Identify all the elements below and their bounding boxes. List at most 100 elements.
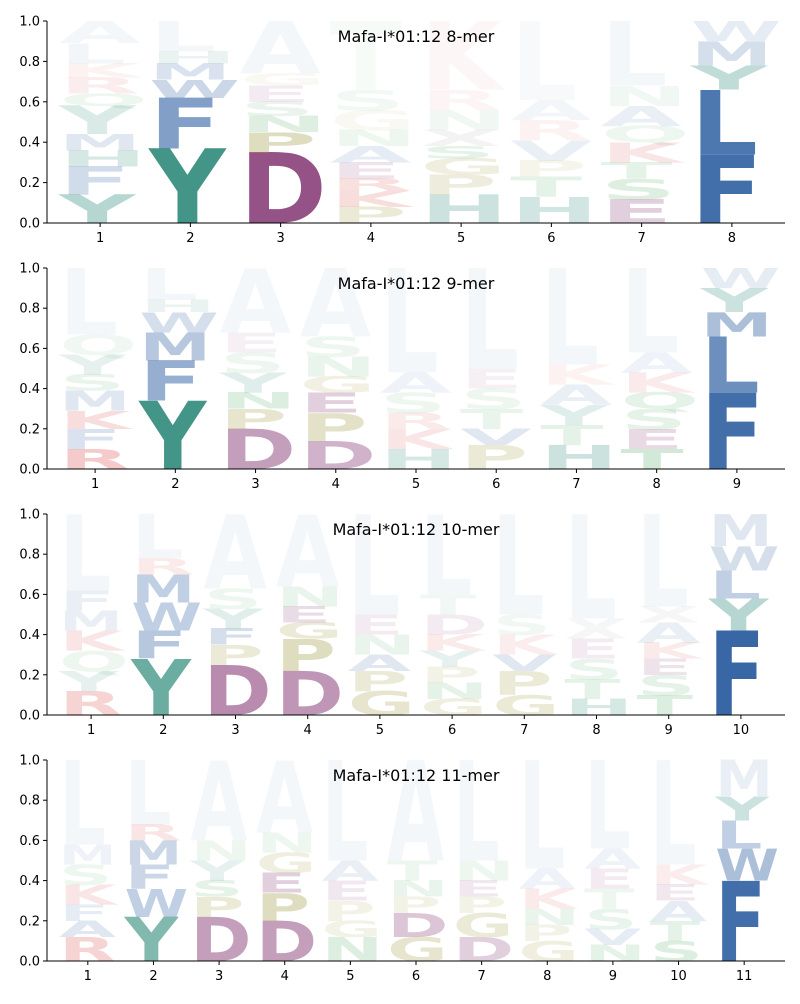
logo-letter: L	[59, 495, 111, 616]
logo-letter: W	[701, 262, 781, 294]
x-tick-label: 4	[332, 477, 340, 492]
logo-letter: R	[330, 175, 411, 194]
logo-letter: S	[240, 98, 316, 120]
logo-letter: E	[637, 655, 693, 681]
logo-letter: F	[701, 373, 764, 495]
logo-letter: G	[518, 936, 579, 968]
panel-title: Mafa-I*01:12 11-mer	[333, 766, 500, 785]
logo-letter: M	[131, 567, 195, 611]
logo-letter: D	[387, 907, 448, 945]
logo-letter: L	[420, 492, 472, 620]
logo-letter: M	[709, 505, 773, 556]
logo-letter: K	[59, 626, 126, 658]
logo-letter: L	[348, 487, 400, 647]
x-tick-label: 1	[91, 477, 99, 492]
logo-letter: P	[492, 664, 552, 702]
logo-letter: P	[420, 169, 497, 201]
y-tick-label: 0.4	[19, 136, 40, 151]
logo-letter: S	[59, 859, 112, 891]
logo-letter: Q	[59, 329, 138, 361]
logo-letter: T	[637, 690, 693, 722]
logo-letter: X	[420, 126, 501, 152]
logo-letter: L	[701, 322, 760, 412]
logo-letter: K	[540, 360, 615, 392]
logo-letter: S	[621, 404, 688, 436]
y-tick-label: 1.0	[19, 754, 40, 769]
logo-letter: E	[460, 364, 523, 396]
x-tick-label: 8	[728, 231, 736, 246]
y-tick-label: 0.8	[19, 548, 40, 563]
logo-letter: T	[540, 420, 604, 452]
x-tick-label: 4	[367, 231, 375, 246]
y-tick-label: 0.2	[19, 914, 40, 929]
x-tick-label: 5	[376, 723, 384, 738]
logo-letter: D	[300, 433, 377, 478]
x-tick-label: 6	[412, 969, 420, 984]
y-tick-label: 0.0	[19, 955, 40, 970]
logo-letter: N	[420, 105, 508, 137]
logo-letter: G	[276, 619, 344, 645]
logo-letter: T	[650, 916, 700, 948]
x-tick-label: 9	[733, 477, 741, 492]
logo-letter: L	[59, 250, 118, 356]
logo-letter: G	[420, 695, 488, 721]
logo-letter: T	[460, 404, 524, 436]
logo-letter: E	[256, 867, 306, 899]
logo-letter: A	[518, 863, 575, 895]
logo-letter: S	[420, 143, 496, 162]
logo-letter: Y	[202, 603, 265, 635]
logo-letter: H	[59, 146, 147, 172]
logo-letter: E	[601, 192, 673, 231]
logo-letter: R	[131, 554, 194, 580]
logo-letter: M	[125, 834, 182, 873]
logo-letter: P	[190, 892, 244, 924]
logo-letter: E	[300, 388, 363, 420]
logo-letter: G	[348, 684, 416, 722]
logo-letter: L	[380, 241, 439, 407]
logo-letter: S	[584, 904, 637, 936]
logo-panel-3: RYQKMFLYFWMRLDPFYSADPGENAGPANELGNPYKDTLG…	[19, 486, 785, 743]
logo-panel-1: YFHMYQRKLAYFWMHLDPNSEGAPKREANGSTHPGSXNRK…	[19, 1, 785, 248]
logo-letter: L	[460, 241, 519, 402]
logo-letter: D	[190, 905, 251, 976]
logo-letter: A	[601, 101, 683, 133]
logo-letter: F	[149, 85, 221, 166]
logo-letter: Q	[601, 122, 691, 148]
y-tick-label: 0.8	[19, 794, 40, 809]
logo-letter: F	[59, 424, 122, 456]
x-tick-label: 5	[346, 969, 354, 984]
logo-letter: G	[330, 105, 417, 137]
x-tick-label: 6	[448, 723, 456, 738]
logo-letter: G	[387, 931, 448, 969]
panel-title: Mafa-I*01:12 8-mer	[338, 27, 495, 46]
logo-letter: A	[203, 494, 267, 613]
logo-letter: V	[492, 651, 556, 677]
logo-letter: D	[453, 931, 514, 969]
logo-letter: A	[387, 733, 444, 894]
logo-letter: V	[510, 135, 592, 167]
logo-letter: Y	[124, 905, 180, 976]
x-tick-label: 1	[96, 231, 104, 246]
logo-letter: K	[637, 639, 704, 665]
y-tick-label: 0.4	[19, 628, 40, 643]
x-tick-label: 9	[609, 969, 617, 984]
logo-letter: E	[330, 158, 402, 184]
logo-letter: K	[59, 880, 119, 912]
logo-letter: Y	[218, 368, 288, 400]
logo-letter: M	[59, 130, 141, 156]
logo-letter: M	[59, 839, 116, 871]
logo-letter: Y	[130, 643, 192, 733]
logo-letter: S	[650, 936, 703, 968]
logo-letter: K	[420, 2, 505, 112]
logo-letter: S	[219, 348, 286, 380]
logo-letter: L	[139, 260, 198, 311]
logo-letter: L	[601, 4, 668, 107]
logo-letter: F	[715, 860, 765, 988]
logo-letter: N	[387, 876, 449, 902]
x-tick-label: 5	[412, 477, 420, 492]
logo-letter: M	[691, 35, 773, 74]
logo-letter: S	[460, 384, 527, 416]
logo-letter: T	[564, 674, 620, 706]
logo-letter: K	[621, 368, 696, 400]
